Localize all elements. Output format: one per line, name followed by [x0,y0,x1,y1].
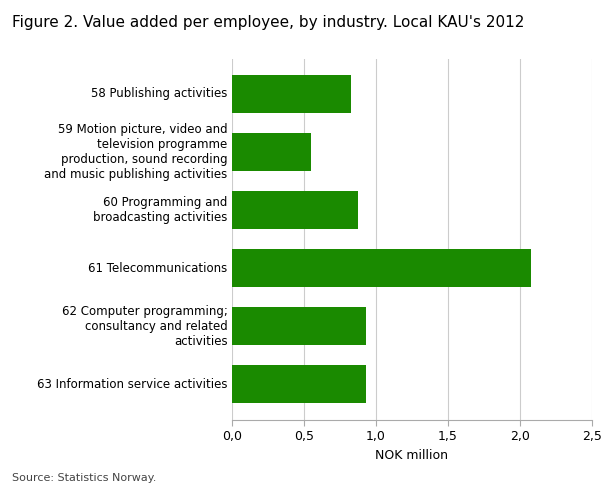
Bar [232,307,365,345]
Bar [232,133,311,171]
Bar [232,249,531,287]
Text: Source: Statistics Norway.: Source: Statistics Norway. [12,473,157,483]
Bar [232,75,351,113]
Bar [232,366,365,403]
Text: Figure 2. Value added per employee, by industry. Local KAU's 2012: Figure 2. Value added per employee, by i… [12,15,525,30]
Bar [232,191,359,229]
X-axis label: NOK million: NOK million [375,448,448,462]
